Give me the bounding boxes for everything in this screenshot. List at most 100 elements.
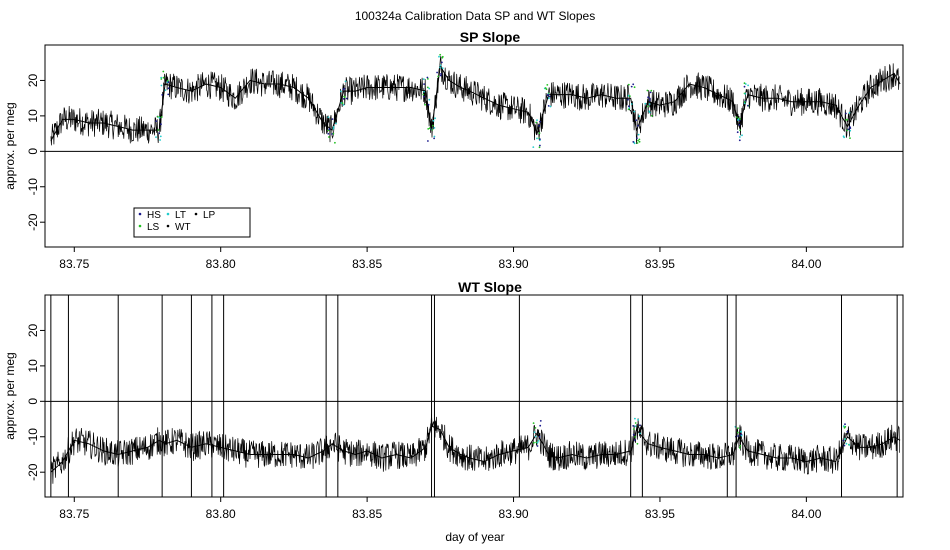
calibration-point xyxy=(737,435,739,437)
legend-box xyxy=(133,207,251,238)
calibration-point xyxy=(539,420,542,422)
calibration-point xyxy=(161,94,164,96)
x-tick-label: 83.75 xyxy=(59,507,89,521)
calibration-point xyxy=(845,119,848,121)
legend-label-lp: LP xyxy=(203,210,216,221)
legend: HS LT LP LS WT xyxy=(133,207,251,238)
calibration-point xyxy=(328,128,331,131)
calibration-point xyxy=(424,103,426,106)
x-tick-label: 83.85 xyxy=(352,507,382,521)
calibration-point xyxy=(638,138,641,141)
wt-data-group xyxy=(45,295,903,497)
calibration-point xyxy=(162,76,165,79)
calibration-point xyxy=(739,118,741,120)
calibration-point xyxy=(738,139,741,142)
calibration-point xyxy=(342,104,345,106)
calibration-point xyxy=(743,85,746,88)
calibration-point xyxy=(535,121,538,124)
calibration-point xyxy=(737,431,739,434)
calibration-point xyxy=(431,128,434,131)
wt-plot-frame xyxy=(44,294,904,498)
calibration-point xyxy=(441,61,443,64)
calibration-point xyxy=(736,131,739,134)
legend-label-lt: LT xyxy=(175,210,186,221)
calibration-point xyxy=(744,83,747,85)
calibration-point xyxy=(534,427,537,429)
calibration-point xyxy=(738,447,741,449)
calibration-point xyxy=(548,95,551,98)
calibration-point xyxy=(842,439,845,442)
calibration-point xyxy=(739,129,741,132)
calibration-point xyxy=(634,417,636,420)
calibration-point xyxy=(535,441,538,444)
calibration-point xyxy=(155,136,157,139)
calibration-point xyxy=(427,127,430,130)
calibration-point xyxy=(636,142,639,144)
calibration-point xyxy=(433,127,436,129)
calibration-point xyxy=(648,99,651,102)
calibration-point xyxy=(160,78,163,80)
wt-y-axis-label: approx. per meg xyxy=(3,352,17,439)
calibration-point xyxy=(738,123,741,126)
wt-axes-group: 20 10 0 -10 -20 83.75 83.80 83.85 83.90 83.95 84.0… xyxy=(26,323,822,521)
calibration-point xyxy=(422,93,425,96)
sp-axes-group: 20 10 0 -10 -20 83.75 83.80 83.85 83.90 83.95 84.0… xyxy=(26,73,822,271)
calibration-point xyxy=(845,442,848,445)
calibration-point xyxy=(637,124,639,127)
calibration-point xyxy=(436,71,438,74)
calibration-point xyxy=(633,110,636,113)
calibration-point xyxy=(648,103,651,105)
calibration-point xyxy=(637,418,639,421)
y-tick-label: -20 xyxy=(26,213,40,231)
series-trend-0 xyxy=(50,64,901,141)
calibration-point xyxy=(649,111,651,114)
calibration-point xyxy=(740,434,743,437)
calibration-point xyxy=(160,76,163,79)
calibration-point xyxy=(428,127,431,130)
calibration-point xyxy=(160,116,163,118)
calibration-point xyxy=(635,119,638,122)
calibration-point xyxy=(627,94,630,97)
x-tick-label: 83.90 xyxy=(499,257,529,271)
y-tick-label: -10 xyxy=(26,178,40,196)
x-axis-label: day of year xyxy=(445,530,504,544)
calibration-point xyxy=(741,134,743,137)
calibration-point xyxy=(544,87,547,89)
calibration-point xyxy=(532,422,535,424)
calibration-point xyxy=(432,119,435,122)
sp-y-axis-label: approx. per meg xyxy=(3,102,17,189)
x-tick-label: 83.90 xyxy=(499,507,529,521)
calibration-point xyxy=(737,118,740,121)
calibration-point xyxy=(632,425,635,427)
calibration-point xyxy=(633,439,636,441)
calibration-point xyxy=(848,444,851,446)
series-trend-0 xyxy=(50,425,901,473)
calibration-point xyxy=(428,87,431,90)
calibration-point xyxy=(159,139,162,141)
calibration-point xyxy=(533,441,535,444)
legend-label-ls: LS xyxy=(147,222,160,233)
calibration-point xyxy=(539,424,542,427)
calibration-point xyxy=(160,84,163,87)
calibration-point xyxy=(743,82,746,85)
calibration-point xyxy=(159,135,162,138)
calibration-point xyxy=(167,87,170,90)
calibration-point xyxy=(747,84,749,87)
calibration-point xyxy=(167,81,170,84)
calibration-point xyxy=(164,89,167,91)
y-tick-label: 20 xyxy=(26,323,40,337)
calibration-point xyxy=(423,90,425,93)
calibration-point xyxy=(634,422,637,424)
legend-label-wt: WT xyxy=(175,222,191,233)
calibration-point xyxy=(638,140,641,143)
wt-slope-panel: WT Slope approx. per meg 20 10 0 -10 -20 83.7… xyxy=(3,279,904,521)
sp-slope-panel: SP Slope approx. per meg 20 10 0 -10 -20 83.7… xyxy=(3,29,904,271)
calibration-point xyxy=(332,132,335,135)
calibration-point xyxy=(636,137,638,140)
y-tick-label: 10 xyxy=(26,109,40,123)
legend-marker-hs xyxy=(138,212,142,216)
calibration-point xyxy=(331,118,334,120)
calibration-point xyxy=(630,85,633,88)
legend-marker-lp xyxy=(194,212,198,216)
calibration-point xyxy=(649,97,651,100)
